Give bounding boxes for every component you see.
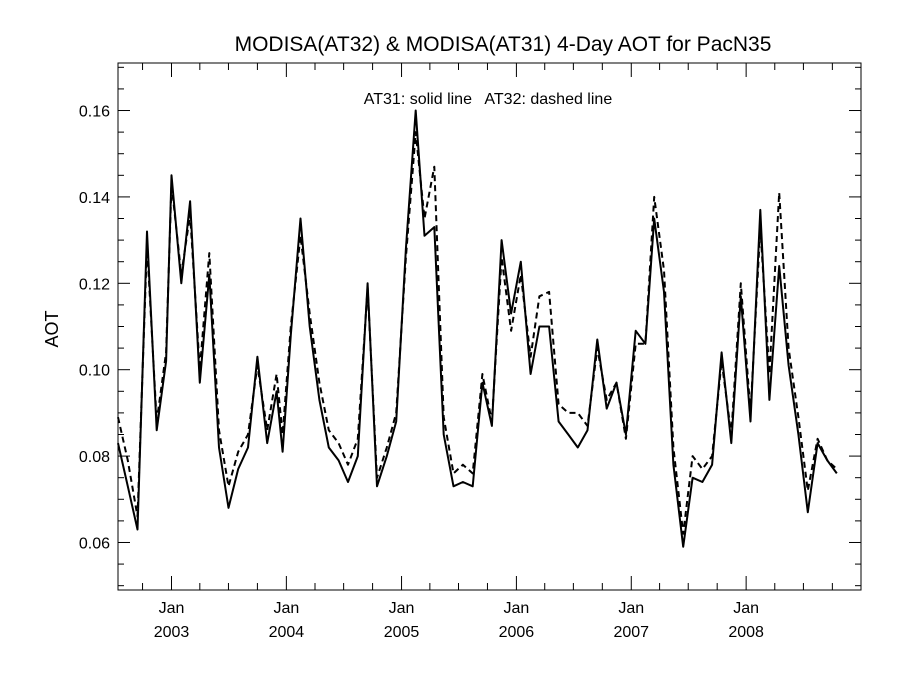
x-tick-label-month: Jan [389, 600, 415, 617]
x-tick-label-month: Jan [273, 600, 299, 617]
y-axis-label: AOT [42, 310, 62, 347]
line-style-annotation: AT31: solid line AT32: dashed line [364, 91, 613, 108]
x-tick-label-month: Jan [733, 600, 759, 617]
x-tick-label-month: Jan [159, 600, 185, 617]
plot-frame [117, 62, 862, 591]
x-tick-label-month: Jan [504, 600, 530, 617]
y-tick-label: 0.12 [79, 276, 110, 293]
series-line-at31 [117, 109, 838, 548]
y-tick-label: 0.16 [79, 104, 110, 121]
chart-title: MODISA(AT32) & MODISA(AT31) 4-Day AOT fo… [235, 33, 772, 56]
y-tick-label: 0.08 [79, 449, 110, 466]
x-tick-label-year: 2007 [613, 624, 649, 641]
series-line-at32 [117, 131, 838, 535]
x-tick-label-year: 2004 [269, 624, 305, 641]
x-tick-label-year: 2008 [728, 624, 764, 641]
y-tick-label: 0.10 [79, 363, 110, 380]
y-tick-label: 0.14 [79, 190, 110, 207]
x-tick-label-year: 2006 [499, 624, 535, 641]
x-tick-label-year: 2005 [384, 624, 420, 641]
y-tick-label: 0.06 [79, 535, 110, 552]
x-tick-label-year: 2003 [154, 624, 190, 641]
x-tick-label-month: Jan [618, 600, 644, 617]
plot-area: 0.06 0.08 0.10 0.12 0.14 0.16 Jan 2003 Jan 2004 Ja… [79, 62, 862, 641]
